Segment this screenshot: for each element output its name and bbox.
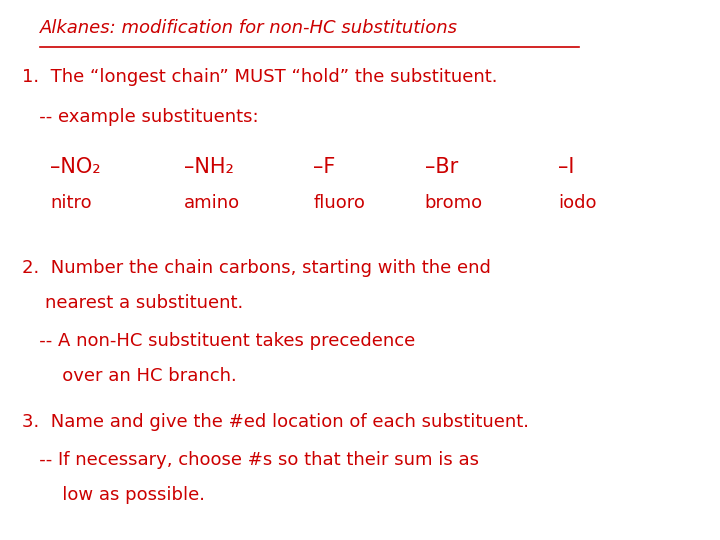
Text: 2.  Number the chain carbons, starting with the end: 2. Number the chain carbons, starting wi… [22, 259, 490, 277]
Text: -- A non-HC substituent takes precedence: -- A non-HC substituent takes precedence [22, 332, 415, 350]
Text: –NH₂: –NH₂ [184, 157, 233, 177]
Text: –F: –F [313, 157, 336, 177]
Text: -- If necessary, choose #s so that their sum is as: -- If necessary, choose #s so that their… [22, 451, 479, 469]
Text: –NO₂: –NO₂ [50, 157, 101, 177]
Text: –Br: –Br [425, 157, 458, 177]
Text: amino: amino [184, 194, 240, 212]
Text: over an HC branch.: over an HC branch. [22, 367, 236, 385]
Text: iodo: iodo [558, 194, 596, 212]
Text: –I: –I [558, 157, 575, 177]
Text: fluoro: fluoro [313, 194, 365, 212]
Text: 3.  Name and give the #ed location of each substituent.: 3. Name and give the #ed location of eac… [22, 413, 528, 431]
Text: nearest a substituent.: nearest a substituent. [22, 294, 243, 312]
Text: 1.  The “longest chain” MUST “hold” the substituent.: 1. The “longest chain” MUST “hold” the s… [22, 68, 497, 85]
Text: nitro: nitro [50, 194, 92, 212]
Text: Alkanes: modification for non-HC substitutions: Alkanes: modification for non-HC substit… [40, 19, 458, 37]
Text: bromo: bromo [425, 194, 483, 212]
Text: -- example substituents:: -- example substituents: [22, 108, 258, 126]
Text: low as possible.: low as possible. [22, 486, 204, 504]
